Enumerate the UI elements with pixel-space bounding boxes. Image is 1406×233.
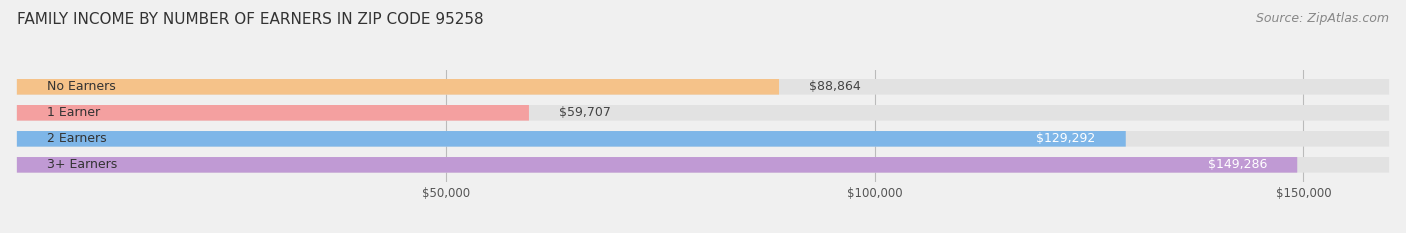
FancyBboxPatch shape (17, 79, 779, 95)
Text: FAMILY INCOME BY NUMBER OF EARNERS IN ZIP CODE 95258: FAMILY INCOME BY NUMBER OF EARNERS IN ZI… (17, 12, 484, 27)
Text: 1 Earner: 1 Earner (46, 106, 100, 119)
Text: $129,292: $129,292 (1036, 132, 1095, 145)
Text: $59,707: $59,707 (560, 106, 610, 119)
Text: $88,864: $88,864 (808, 80, 860, 93)
Text: 2 Earners: 2 Earners (46, 132, 107, 145)
Text: 3+ Earners: 3+ Earners (46, 158, 117, 171)
FancyBboxPatch shape (17, 157, 1389, 173)
FancyBboxPatch shape (17, 105, 529, 121)
FancyBboxPatch shape (17, 79, 1389, 95)
FancyBboxPatch shape (17, 131, 1389, 147)
Text: $149,286: $149,286 (1208, 158, 1267, 171)
FancyBboxPatch shape (17, 105, 1389, 121)
Text: Source: ZipAtlas.com: Source: ZipAtlas.com (1256, 12, 1389, 25)
FancyBboxPatch shape (17, 131, 1126, 147)
Text: No Earners: No Earners (46, 80, 115, 93)
FancyBboxPatch shape (17, 157, 1298, 173)
